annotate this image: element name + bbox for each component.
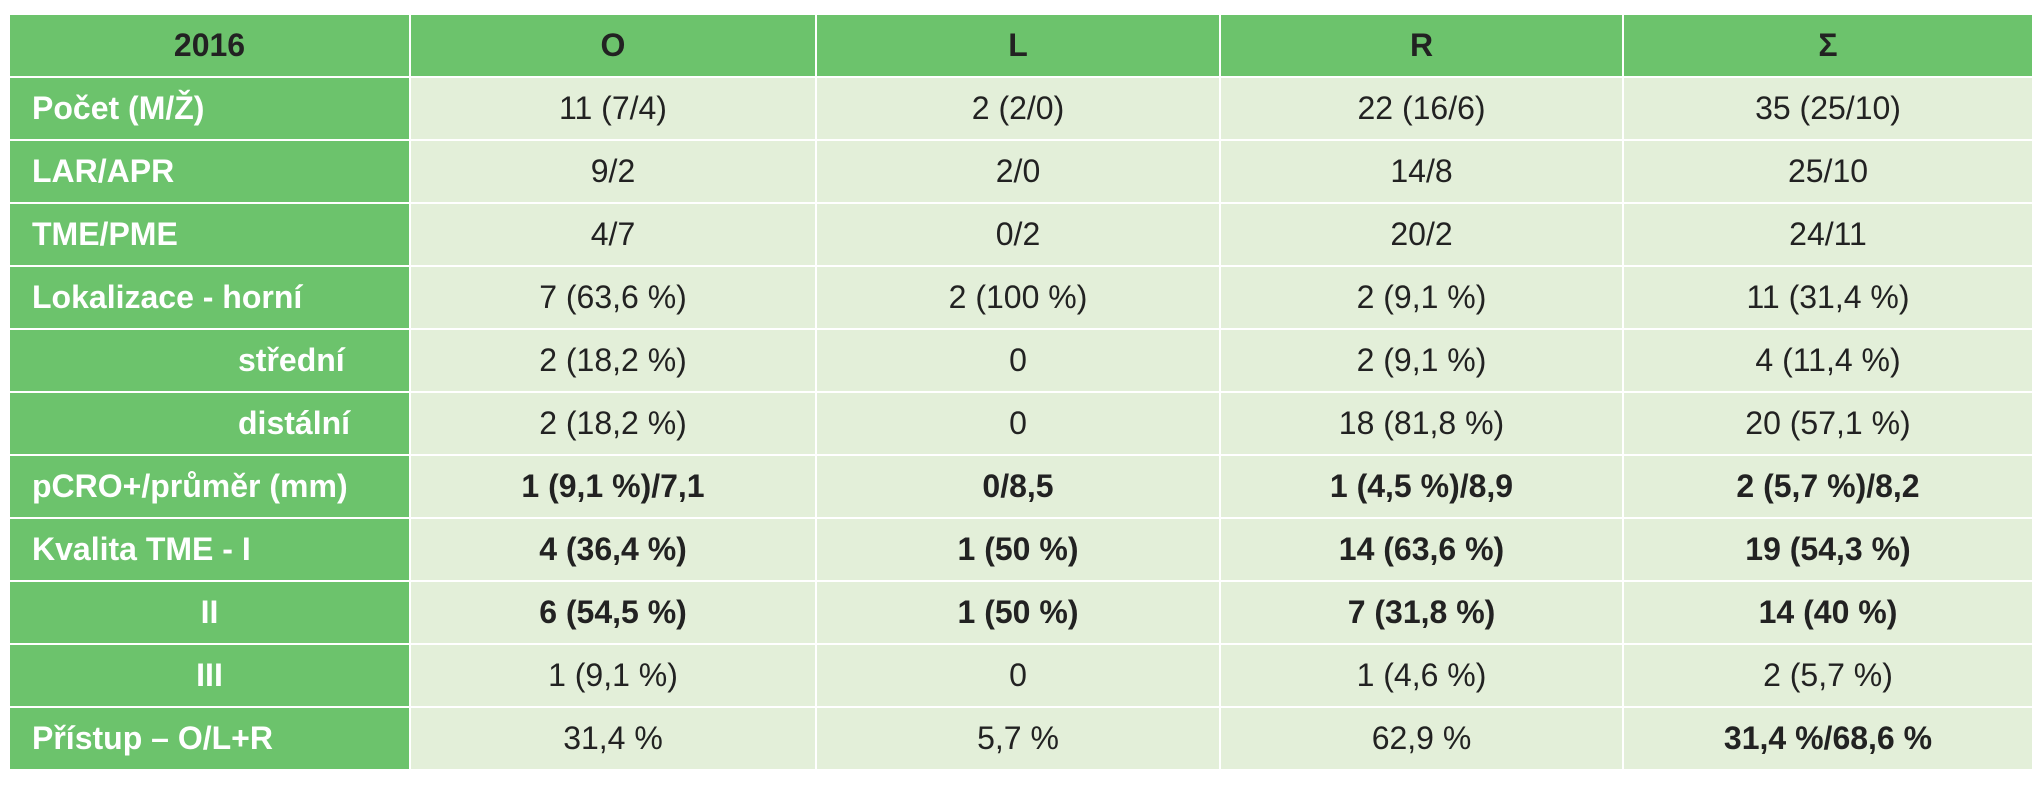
cell-o: 6 (54,5 %) [409, 580, 817, 645]
cell-o: 2 (18,2 %) [409, 328, 817, 393]
header-col-l: L [815, 13, 1221, 78]
header-col-r: R [1219, 13, 1624, 78]
cell-l: 0 [815, 391, 1221, 456]
table-row: Počet (M/Ž) 11 (7/4) 2 (2/0) 22 (16/6) 3… [8, 76, 2034, 141]
table-row: TME/PME 4/7 0/2 20/2 24/11 [8, 202, 2034, 267]
cell-r: 20/2 [1219, 202, 1624, 267]
cell-o: 2 (18,2 %) [409, 391, 817, 456]
cell-o: 9/2 [409, 139, 817, 204]
cell-l: 0/8,5 [815, 454, 1221, 519]
table-row: LAR/APR 9/2 2/0 14/8 25/10 [8, 139, 2034, 204]
table-header: 2016 O L R Σ [8, 13, 2034, 78]
table-row: distální 2 (18,2 %) 0 18 (81,8 %) 20 (57… [8, 391, 2034, 456]
cell-o: 1 (9,1 %) [409, 643, 817, 708]
cell-o: 4 (36,4 %) [409, 517, 817, 582]
row-label: Lokalizace - horní [8, 265, 411, 330]
cell-l: 2 (2/0) [815, 76, 1221, 141]
cell-sum: 31,4 %/68,6 % [1622, 706, 2034, 771]
data-table: 2016 O L R Σ Počet (M/Ž) 11 (7/4) 2 (2/0… [8, 13, 2034, 771]
table-container: 2016 O L R Σ Počet (M/Ž) 11 (7/4) 2 (2/0… [8, 13, 2034, 771]
cell-o: 4/7 [409, 202, 817, 267]
table-row: II 6 (54,5 %) 1 (50 %) 7 (31,8 %) 14 (40… [8, 580, 2034, 645]
cell-sum: 35 (25/10) [1622, 76, 2034, 141]
header-year: 2016 [8, 13, 411, 78]
cell-o: 7 (63,6 %) [409, 265, 817, 330]
cell-o: 11 (7/4) [409, 76, 817, 141]
cell-sum: 4 (11,4 %) [1622, 328, 2034, 393]
table-row: Kvalita TME - I 4 (36,4 %) 1 (50 %) 14 (… [8, 517, 2034, 582]
table-row: pCRO+/průměr (mm) 1 (9,1 %)/7,1 0/8,5 1 … [8, 454, 2034, 519]
cell-l: 5,7 % [815, 706, 1221, 771]
cell-sum: 2 (5,7 %) [1622, 643, 2034, 708]
cell-r: 18 (81,8 %) [1219, 391, 1624, 456]
cell-l: 0 [815, 643, 1221, 708]
row-label: LAR/APR [8, 139, 411, 204]
cell-l: 2/0 [815, 139, 1221, 204]
table-row: střední 2 (18,2 %) 0 2 (9,1 %) 4 (11,4 %… [8, 328, 2034, 393]
cell-sum: 19 (54,3 %) [1622, 517, 2034, 582]
table-row: Lokalizace - horní 7 (63,6 %) 2 (100 %) … [8, 265, 2034, 330]
row-label: Přístup – O/L+R [8, 706, 411, 771]
cell-r: 14 (63,6 %) [1219, 517, 1624, 582]
row-label: TME/PME [8, 202, 411, 267]
cell-r: 1 (4,5 %)/8,9 [1219, 454, 1624, 519]
cell-sum: 2 (5,7 %)/8,2 [1622, 454, 2034, 519]
cell-l: 0 [815, 328, 1221, 393]
row-label: střední [8, 328, 411, 393]
row-label: Kvalita TME - I [8, 517, 411, 582]
cell-sum: 24/11 [1622, 202, 2034, 267]
cell-sum: 20 (57,1 %) [1622, 391, 2034, 456]
cell-l: 1 (50 %) [815, 580, 1221, 645]
cell-r: 2 (9,1 %) [1219, 328, 1624, 393]
table-row: III 1 (9,1 %) 0 1 (4,6 %) 2 (5,7 %) [8, 643, 2034, 708]
cell-sum: 11 (31,4 %) [1622, 265, 2034, 330]
header-row: 2016 O L R Σ [8, 13, 2034, 78]
row-label: III [8, 643, 411, 708]
cell-o: 1 (9,1 %)/7,1 [409, 454, 817, 519]
cell-r: 7 (31,8 %) [1219, 580, 1624, 645]
cell-o: 31,4 % [409, 706, 817, 771]
cell-l: 0/2 [815, 202, 1221, 267]
cell-r: 2 (9,1 %) [1219, 265, 1624, 330]
cell-sum: 14 (40 %) [1622, 580, 2034, 645]
table-body: Počet (M/Ž) 11 (7/4) 2 (2/0) 22 (16/6) 3… [8, 76, 2034, 771]
cell-r: 1 (4,6 %) [1219, 643, 1624, 708]
row-label: Počet (M/Ž) [8, 76, 411, 141]
row-label: II [8, 580, 411, 645]
header-col-sum: Σ [1622, 13, 2034, 78]
cell-r: 22 (16/6) [1219, 76, 1624, 141]
cell-l: 2 (100 %) [815, 265, 1221, 330]
row-label: distální [8, 391, 411, 456]
table-row: Přístup – O/L+R 31,4 % 5,7 % 62,9 % 31,4… [8, 706, 2034, 771]
row-label: pCRO+/průměr (mm) [8, 454, 411, 519]
cell-sum: 25/10 [1622, 139, 2034, 204]
cell-r: 62,9 % [1219, 706, 1624, 771]
cell-r: 14/8 [1219, 139, 1624, 204]
header-col-o: O [409, 13, 817, 78]
cell-l: 1 (50 %) [815, 517, 1221, 582]
